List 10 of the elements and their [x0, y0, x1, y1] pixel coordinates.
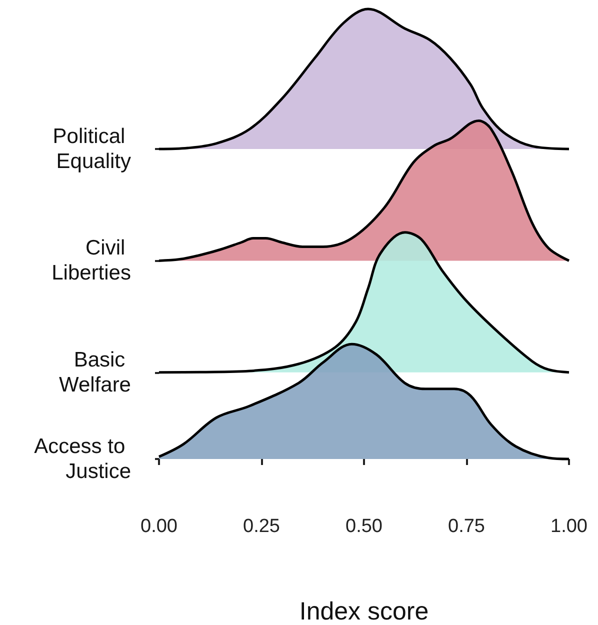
series-label: Basic Welfare	[59, 348, 131, 396]
x-tick-label: 0.75	[448, 516, 485, 537]
x-tick-label: 0.00	[140, 516, 178, 537]
series-label: Access to Justice	[34, 435, 131, 483]
x-axis-title: Index score	[299, 598, 429, 625]
x-tick-label: 0.50	[346, 516, 382, 537]
series-label: Political Equality	[52, 125, 132, 173]
x-tick-label: 1.00	[550, 516, 588, 537]
x-tick-label: 0.25	[243, 516, 280, 537]
series-label: Civil Liberties	[52, 236, 131, 285]
